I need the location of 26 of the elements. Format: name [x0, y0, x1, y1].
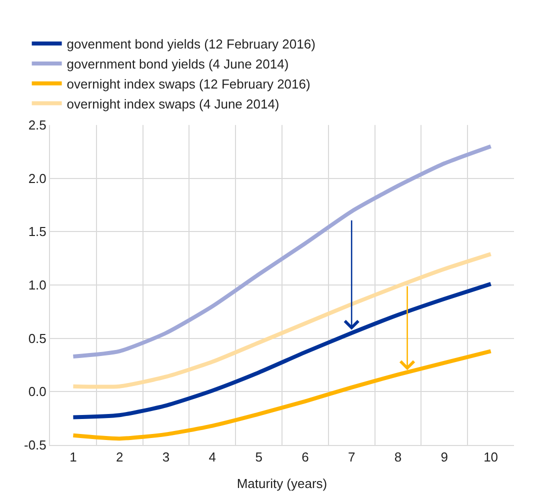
- x-tick-label: 2: [116, 450, 124, 465]
- line-series: [71, 282, 493, 420]
- line-series: [71, 252, 493, 389]
- y-tick-label: 1.5: [28, 224, 46, 240]
- x-tick-label: 8: [394, 450, 402, 465]
- y-tick-label: -0.5: [24, 438, 46, 453]
- legend-label: government bond yields (4 June 2014): [66, 56, 289, 72]
- legend-label: overnight index swaps (4 June 2014): [66, 96, 280, 112]
- x-tick-label: 9: [440, 450, 448, 465]
- x-tick-label: 5: [255, 450, 262, 465]
- x-tick-label: 10: [484, 450, 498, 465]
- y-tick-label: 2.0: [28, 170, 46, 186]
- x-axis-title: Maturity (years): [236, 476, 328, 492]
- x-tick-label: 3: [162, 450, 170, 465]
- x-tick-label: 1: [70, 450, 77, 465]
- line-series: [71, 349, 493, 441]
- line-series: [71, 144, 493, 358]
- y-tick-label: 1.0: [28, 278, 46, 293]
- x-tick-label: 6: [302, 450, 309, 465]
- y-tick-label: 0.0: [28, 384, 46, 400]
- y-tick-label: 0.5: [28, 330, 46, 346]
- legend-label: govenment bond yields (12 February 2016): [66, 36, 316, 52]
- x-tick-label: 4: [208, 450, 216, 465]
- legend-label: overnight index swaps (12 February 2016): [66, 76, 310, 92]
- y-tick-label: 2.5: [28, 118, 46, 133]
- x-tick-label: 7: [348, 450, 356, 465]
